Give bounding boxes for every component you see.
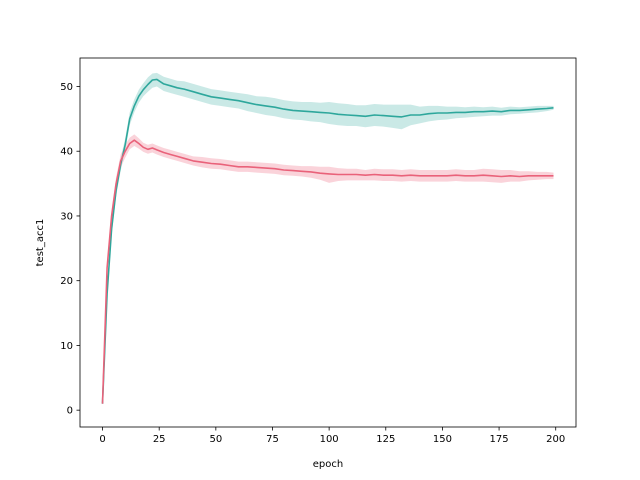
y-tick-label: 0 xyxy=(67,406,73,417)
x-tick-label: 75 xyxy=(266,434,279,445)
series-0-line xyxy=(101,78,554,404)
y-tick-label: 10 xyxy=(60,341,73,352)
x-tick-label: 25 xyxy=(153,434,166,445)
x-tick-label: 200 xyxy=(546,434,565,445)
plot-frame xyxy=(79,57,577,428)
y-axis-ticks: 0 10 20 30 40 50 xyxy=(60,82,80,417)
y-tick-label: 40 xyxy=(60,147,73,158)
x-axis-ticks: 0 25 50 75 100 125 150 175 200 xyxy=(99,427,565,445)
x-tick-label: 125 xyxy=(376,434,395,445)
y-tick-label: 50 xyxy=(60,82,73,93)
x-tick-label: 175 xyxy=(490,434,509,445)
x-tick-label: 50 xyxy=(209,434,222,445)
y-tick-label: 20 xyxy=(60,276,73,287)
series-0-band xyxy=(102,72,554,404)
x-tick-label: 0 xyxy=(99,434,105,445)
series-1-line xyxy=(101,139,554,404)
x-tick-label: 150 xyxy=(433,434,452,445)
y-axis-label: test_acc1 xyxy=(35,219,46,267)
y-tick-label: 30 xyxy=(60,211,73,222)
series-lines xyxy=(101,78,554,404)
x-axis-label: epoch xyxy=(313,459,343,470)
x-tick-label: 100 xyxy=(320,434,339,445)
confidence-bands xyxy=(102,72,554,404)
